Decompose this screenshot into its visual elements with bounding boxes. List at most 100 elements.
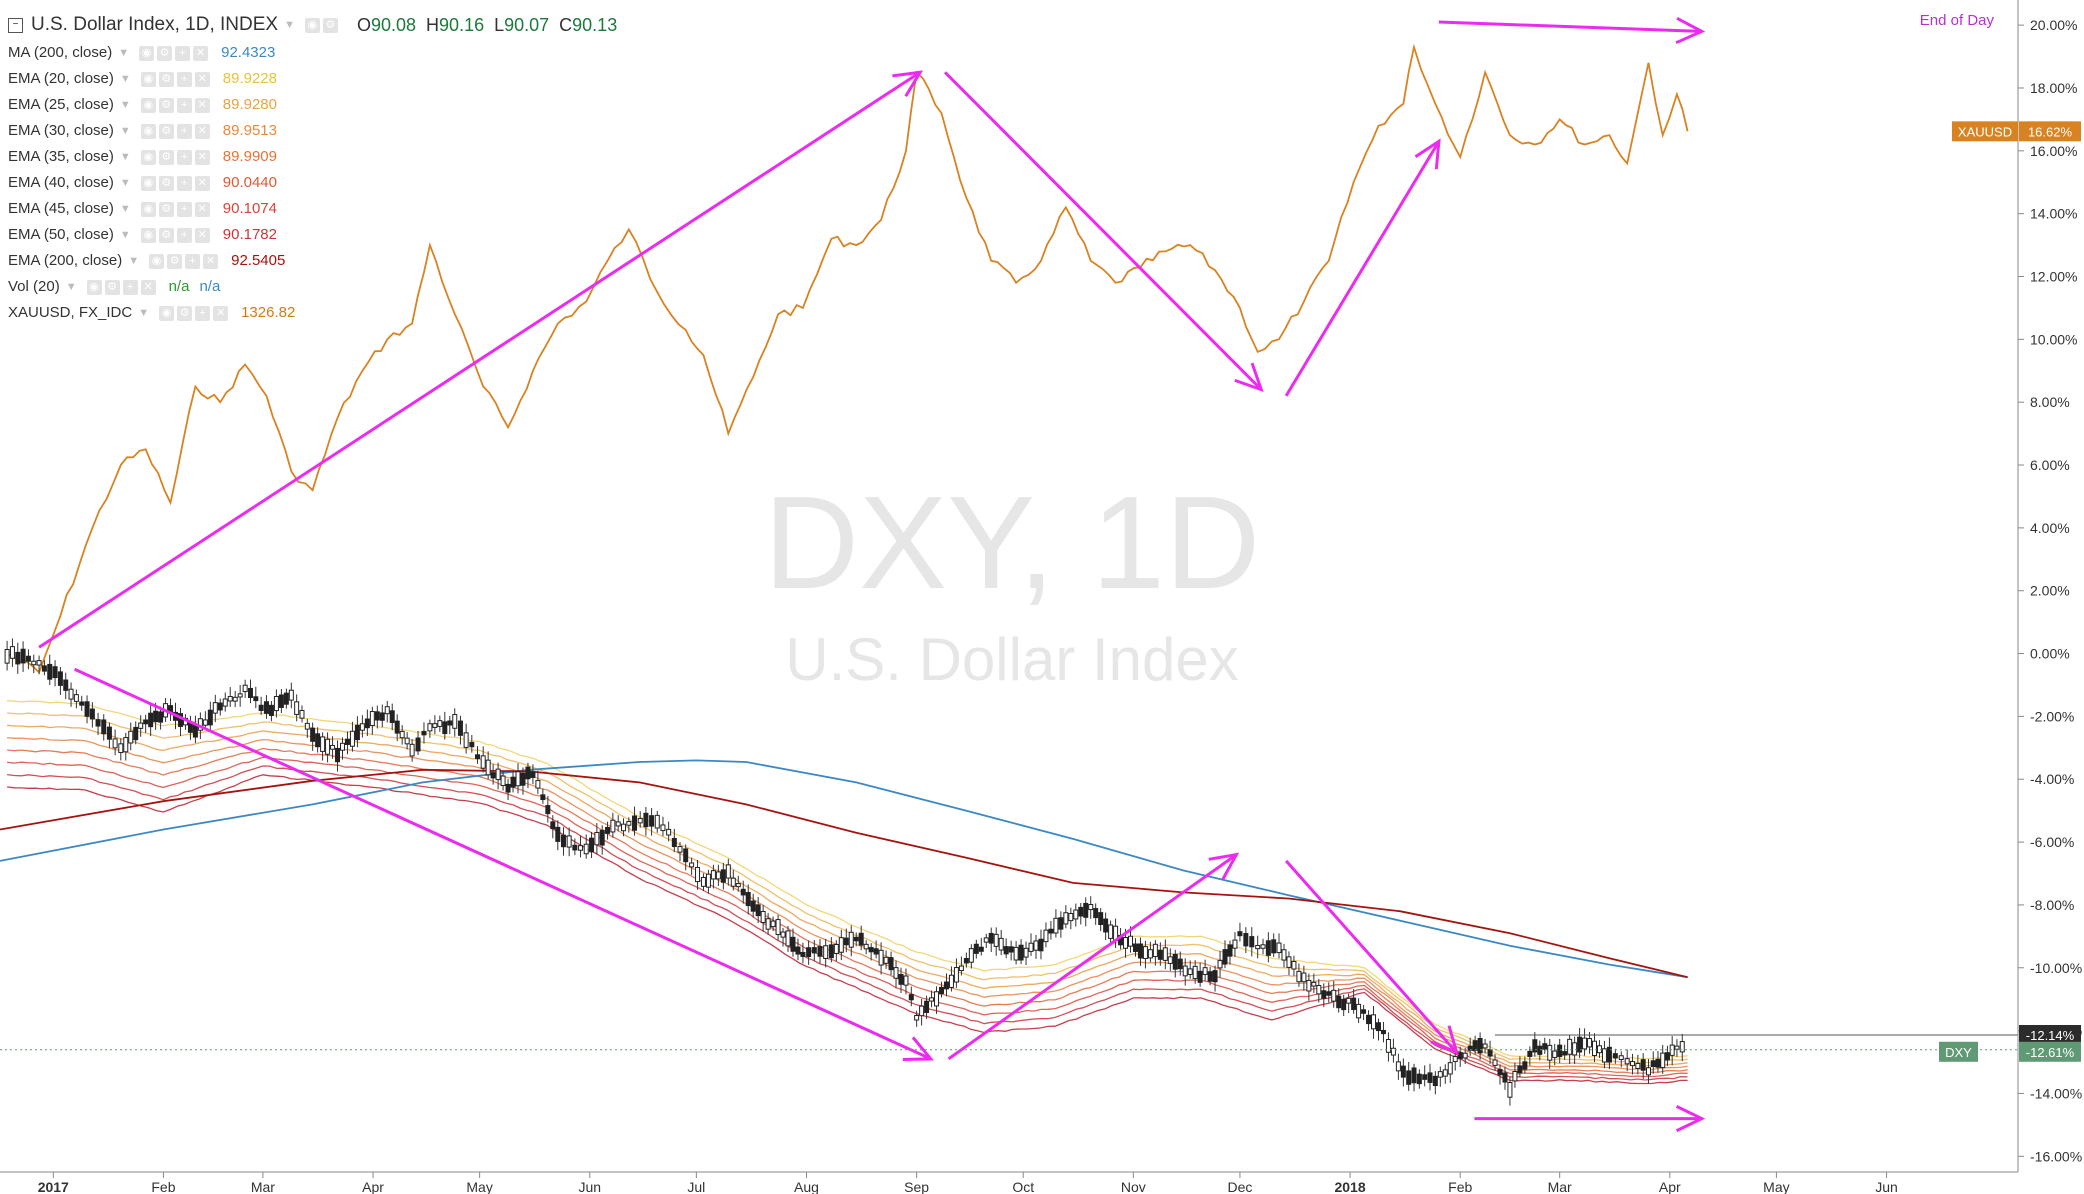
symbol-title[interactable]: U.S. Dollar Index, 1D, INDEX: [31, 14, 279, 35]
settings-icon[interactable]: ⚙: [104, 279, 120, 295]
eye-icon[interactable]: ◉: [140, 149, 156, 165]
chevron-down-icon[interactable]: ▼: [119, 151, 131, 163]
add-icon[interactable]: +: [122, 279, 138, 295]
indicator-row[interactable]: EMA (20, close) ▼ ◉ ⚙ + ✕ 89.9228: [8, 66, 627, 92]
eye-icon[interactable]: ◉: [140, 227, 156, 243]
indicator-name[interactable]: EMA (20, close): [8, 70, 114, 87]
indicator-row[interactable]: EMA (25, close) ▼ ◉ ⚙ + ✕ 89.9280: [8, 92, 627, 118]
plot-area[interactable]: [0, 17, 2018, 1133]
add-icon[interactable]: +: [176, 201, 192, 217]
eye-icon[interactable]: ◉: [140, 97, 156, 113]
eye-icon[interactable]: ◉: [140, 201, 156, 217]
chevron-down-icon[interactable]: ▼: [138, 307, 150, 319]
chevron-down-icon[interactable]: ▼: [119, 125, 131, 137]
candle-body: [268, 704, 274, 716]
add-icon[interactable]: +: [176, 123, 192, 139]
chevron-down-icon[interactable]: ▼: [119, 203, 131, 215]
add-icon[interactable]: +: [176, 227, 192, 243]
add-icon[interactable]: +: [176, 149, 192, 165]
add-icon[interactable]: +: [195, 305, 211, 321]
close-icon[interactable]: ✕: [194, 97, 210, 113]
indicator-row[interactable]: EMA (35, close) ▼ ◉ ⚙ + ✕ 89.9909: [8, 144, 627, 170]
add-icon[interactable]: +: [176, 175, 192, 191]
settings-icon[interactable]: ⚙: [158, 97, 174, 113]
indicator-row[interactable]: MA (200, close) ▼ ◉ ⚙ + ✕ 92.4323: [8, 40, 627, 66]
candle-body: [1068, 913, 1074, 922]
close-icon[interactable]: ✕: [194, 227, 210, 243]
eye-icon[interactable]: ◉: [86, 279, 102, 295]
y-tick-label: 8.00%: [2030, 394, 2070, 410]
settings-icon[interactable]: ⚙: [157, 45, 173, 61]
indicator-row[interactable]: EMA (40, close) ▼ ◉ ⚙ + ✕ 90.0440: [8, 170, 627, 196]
candle-body: [1346, 997, 1352, 1004]
add-icon[interactable]: +: [176, 97, 192, 113]
indicator-name[interactable]: Vol (20): [8, 278, 60, 295]
chevron-down-icon[interactable]: ▼: [118, 47, 130, 59]
settings-icon[interactable]: ⚙: [158, 149, 174, 165]
settings-icon[interactable]: ⚙: [158, 175, 174, 191]
settings-icon[interactable]: ⚙: [322, 17, 338, 33]
candle-body: [227, 696, 233, 702]
add-icon[interactable]: +: [175, 45, 191, 61]
close-icon[interactable]: ✕: [213, 305, 229, 321]
dxy-badge-value-bg: [2019, 1041, 2081, 1062]
close-icon[interactable]: ✕: [194, 71, 210, 87]
indicator-name[interactable]: EMA (35, close): [8, 148, 114, 165]
eye-icon[interactable]: ◉: [140, 175, 156, 191]
close-icon[interactable]: ✕: [194, 149, 210, 165]
candle-body: [339, 742, 345, 751]
indicator-row[interactable]: XAUUSD, FX_IDC ▼ ◉ ⚙ + ✕ 1326.82: [8, 300, 627, 326]
indicator-name[interactable]: MA (200, close): [8, 44, 113, 61]
candle-body: [9, 646, 15, 659]
add-icon[interactable]: +: [176, 71, 192, 87]
indicator-name[interactable]: EMA (40, close): [8, 174, 114, 191]
candle-body: [806, 947, 812, 958]
candle-body: [1618, 1055, 1624, 1061]
indicator-row[interactable]: EMA (30, close) ▼ ◉ ⚙ + ✕ 89.9513: [8, 118, 627, 144]
close-icon[interactable]: ✕: [203, 253, 219, 269]
indicator-name[interactable]: EMA (50, close): [8, 226, 114, 243]
settings-icon[interactable]: ⚙: [158, 71, 174, 87]
indicator-name[interactable]: EMA (25, close): [8, 96, 114, 113]
chevron-down-icon[interactable]: ▼: [119, 73, 131, 85]
close-icon[interactable]: ✕: [193, 45, 209, 61]
indicator-row[interactable]: Vol (20) ▼ ◉ ⚙ + ✕ n/a n/a: [8, 274, 627, 300]
indicator-name[interactable]: EMA (45, close): [8, 200, 114, 217]
chevron-down-icon[interactable]: ▼: [284, 19, 295, 31]
candle-body: [25, 655, 31, 662]
candle-body: [775, 919, 781, 936]
close-icon[interactable]: ✕: [194, 175, 210, 191]
settings-icon[interactable]: ⚙: [177, 305, 193, 321]
eye-icon[interactable]: ◉: [304, 17, 320, 33]
x-tick-label: Feb: [151, 1179, 175, 1194]
eye-icon[interactable]: ◉: [140, 71, 156, 87]
indicator-name[interactable]: EMA (200, close): [8, 252, 123, 269]
candle-body: [1587, 1038, 1593, 1048]
chevron-down-icon[interactable]: ▼: [65, 281, 77, 293]
chevron-down-icon[interactable]: ▼: [128, 255, 140, 267]
close-icon[interactable]: ✕: [194, 201, 210, 217]
indicator-name[interactable]: EMA (30, close): [8, 122, 114, 139]
settings-icon[interactable]: ⚙: [158, 123, 174, 139]
eye-icon[interactable]: ◉: [140, 123, 156, 139]
candle-body: [1487, 1049, 1493, 1057]
indicator-row[interactable]: EMA (50, close) ▼ ◉ ⚙ + ✕ 90.1782: [8, 222, 627, 248]
settings-icon[interactable]: ⚙: [158, 227, 174, 243]
x-tick-label: Jul: [687, 1179, 705, 1194]
eye-icon[interactable]: ◉: [159, 305, 175, 321]
indicator-row[interactable]: EMA (45, close) ▼ ◉ ⚙ + ✕ 90.1074: [8, 196, 627, 222]
settings-icon[interactable]: ⚙: [167, 253, 183, 269]
eye-icon[interactable]: ◉: [149, 253, 165, 269]
chevron-down-icon[interactable]: ▼: [119, 177, 131, 189]
close-icon[interactable]: ✕: [194, 123, 210, 139]
indicator-name[interactable]: XAUUSD, FX_IDC: [8, 304, 133, 321]
chevron-down-icon[interactable]: ▼: [119, 229, 131, 241]
indicator-row[interactable]: EMA (200, close) ▼ ◉ ⚙ + ✕ 92.5405: [8, 248, 627, 274]
add-icon[interactable]: +: [185, 253, 201, 269]
chevron-down-icon[interactable]: ▼: [119, 99, 131, 111]
close-icon[interactable]: ✕: [140, 279, 156, 295]
settings-icon[interactable]: ⚙: [158, 201, 174, 217]
eye-icon[interactable]: ◉: [139, 45, 155, 61]
collapse-icon[interactable]: −: [8, 17, 23, 33]
